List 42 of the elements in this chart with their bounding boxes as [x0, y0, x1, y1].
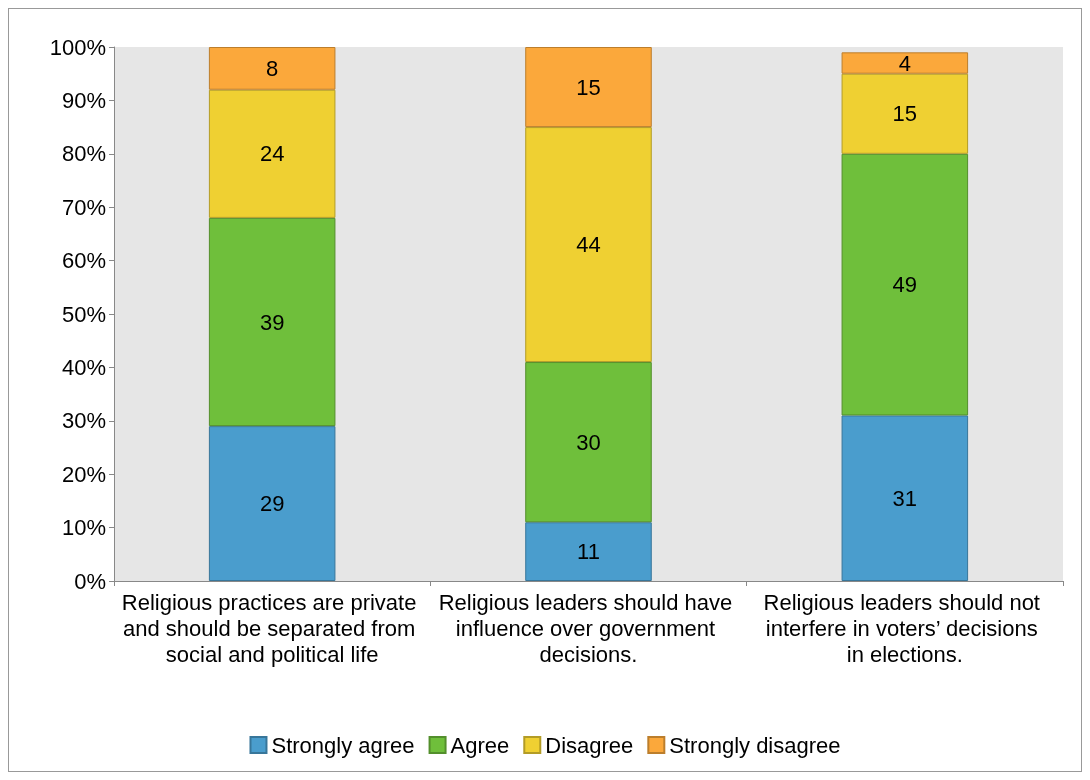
- data-label: 24: [259, 141, 285, 167]
- data-label: 39: [259, 309, 285, 335]
- legend-label: Disagree: [545, 732, 634, 758]
- y-tick-label: 40%: [61, 354, 106, 380]
- legend-label: Strongly disagree: [669, 732, 841, 758]
- y-tick-label: 0%: [74, 568, 106, 594]
- y-tick-label: 60%: [61, 248, 106, 274]
- bar: [841, 52, 969, 74]
- bar: [841, 73, 969, 154]
- data-label: 29: [259, 491, 285, 517]
- bar: [525, 522, 652, 581]
- y-tick-label: 20%: [61, 461, 106, 487]
- data-label: 30: [576, 429, 601, 455]
- bar: [525, 362, 652, 523]
- bar: [841, 415, 969, 581]
- data-label: 11: [577, 539, 600, 565]
- data-label: 31: [892, 485, 918, 511]
- data-label: 49: [892, 272, 918, 298]
- data-label: 44: [576, 232, 601, 258]
- bar: [208, 426, 336, 581]
- y-tick-label: 100%: [49, 34, 106, 60]
- bar: [208, 89, 336, 218]
- legend-label: Strongly agree: [271, 732, 415, 758]
- bar: [208, 47, 336, 90]
- bar: [525, 127, 652, 363]
- bar: [841, 153, 969, 416]
- y-tick-label: 70%: [61, 194, 106, 220]
- x-tick-label: Religious leaders should have influence over government decisions.: [438, 589, 739, 667]
- y-tick-label: 80%: [61, 141, 106, 167]
- data-label: 8: [266, 55, 279, 81]
- bar: [525, 47, 652, 128]
- y-tick-label: 10%: [61, 515, 106, 541]
- x-tick-label: Religious practices are private and should be separated from social and political life: [121, 589, 423, 667]
- y-tick-label: 50%: [61, 301, 106, 327]
- y-tick-label: 90%: [61, 87, 106, 113]
- data-label: 4: [898, 50, 911, 76]
- data-label: 15: [576, 74, 601, 100]
- y-tick-label: 30%: [61, 408, 106, 434]
- bar: [208, 217, 336, 427]
- x-tick-label: Religious leaders should not interfere in voters’ decisions in elections.: [763, 589, 1047, 667]
- legend-label: Agree: [450, 732, 510, 758]
- data-label: 15: [892, 101, 918, 127]
